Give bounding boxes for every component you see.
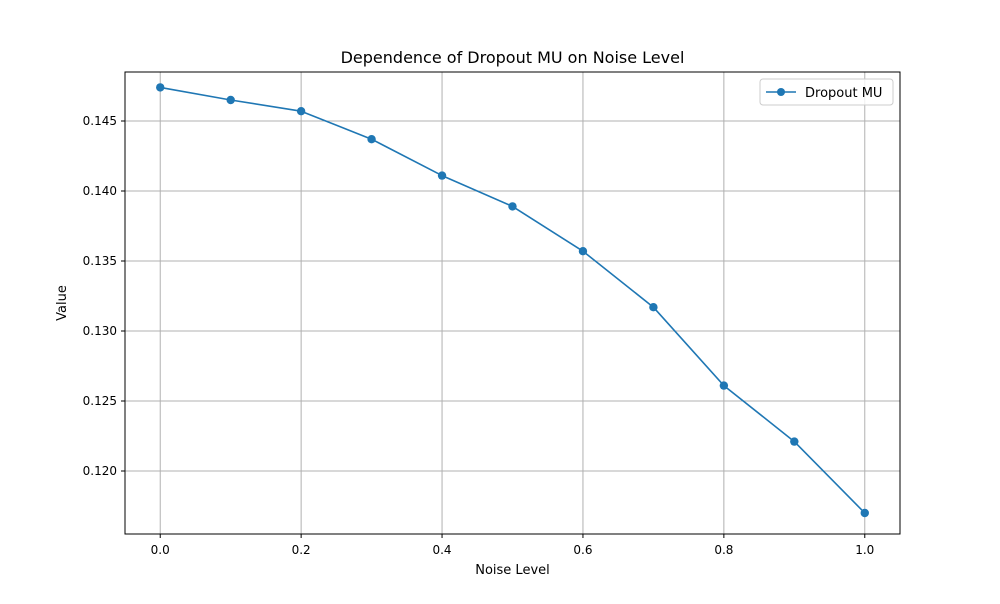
data-point-marker	[508, 202, 517, 211]
data-point-marker	[296, 107, 306, 116]
grid-layer	[125, 72, 900, 534]
chart-title: Dependence of Dropout MU on Noise Level	[341, 48, 685, 67]
y-tick-label: 0.120	[83, 464, 117, 478]
data-point-marker	[649, 303, 658, 312]
data-point-marker	[578, 247, 588, 256]
series-layer	[156, 83, 869, 518]
x-tick-label: 0.6	[573, 543, 592, 557]
x-tick-label: 0.2	[292, 543, 311, 557]
y-tick-label: 0.140	[83, 184, 117, 198]
data-point-marker	[437, 171, 447, 180]
data-point-marker	[367, 135, 376, 144]
plot-frame	[124, 71, 901, 535]
x-tick-label: 0.0	[151, 543, 170, 557]
y-tick-label: 0.135	[83, 254, 117, 268]
data-point-marker	[226, 95, 235, 105]
x-axis-title: Noise Level	[475, 563, 550, 578]
data-point-marker	[790, 437, 799, 446]
x-tick-label: 0.8	[714, 543, 733, 557]
y-axis-title: Value	[55, 285, 70, 321]
tick-layer: 0.0 0.2 0.4 0.6 0.8 1.0 0.120 0.125 0.130 0.135 0.…	[83, 114, 875, 557]
y-tick-label: 0.145	[83, 114, 117, 128]
legend: Dropout MU	[759, 78, 894, 106]
legend-label: Dropout MU	[805, 86, 882, 101]
legend-box	[759, 78, 894, 106]
x-tick-label: 0.4	[432, 543, 451, 557]
data-point-marker	[860, 508, 869, 518]
x-tick-label: 1.0	[855, 543, 874, 557]
y-tick-label: 0.130	[83, 324, 117, 338]
legend-marker-sample	[777, 88, 785, 96]
data-point-marker	[156, 83, 165, 92]
y-tick-label: 0.125	[83, 394, 117, 408]
data-point-marker	[719, 381, 729, 390]
